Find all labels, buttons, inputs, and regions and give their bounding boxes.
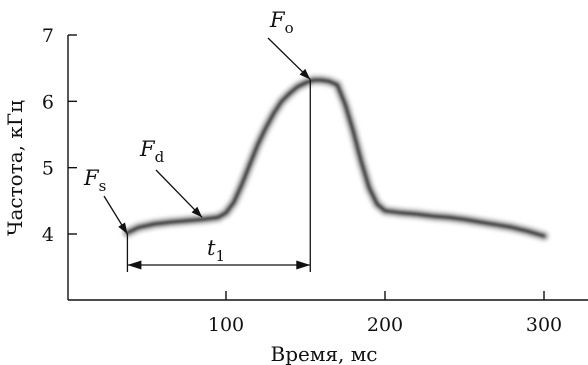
fd-arrow xyxy=(155,169,203,218)
y-tick-label: 5 xyxy=(42,158,54,180)
x-ticks: 100 200 300 xyxy=(208,291,562,336)
y-tick-label: 4 xyxy=(42,224,54,246)
t1-label: t1 xyxy=(207,236,225,265)
fd-arrowhead xyxy=(191,206,203,218)
y-axis-label: Частота, кГц xyxy=(3,100,27,236)
x-tick-label: 200 xyxy=(367,314,403,336)
y-tick-label: 7 xyxy=(42,25,54,47)
fd-label: Fd xyxy=(139,137,165,166)
fo-label: Fo xyxy=(269,8,294,37)
frequency-trace xyxy=(125,77,547,239)
t1-arrowhead-right xyxy=(296,260,311,270)
y-tick-label: 6 xyxy=(42,91,54,113)
t1-arrowhead-left xyxy=(127,260,142,270)
annotations xyxy=(103,37,311,272)
fs-label: Fs xyxy=(83,166,106,195)
frequency-trace-halo xyxy=(121,74,550,242)
x-axis-label: Время, мс xyxy=(271,342,378,365)
x-tick-label: 300 xyxy=(526,314,562,336)
fs-arrowhead xyxy=(118,222,128,234)
y-ticks: 4 5 6 7 xyxy=(42,25,77,246)
fo-arrowhead xyxy=(299,68,311,80)
x-tick-label: 100 xyxy=(208,314,244,336)
trace-group xyxy=(121,74,550,242)
